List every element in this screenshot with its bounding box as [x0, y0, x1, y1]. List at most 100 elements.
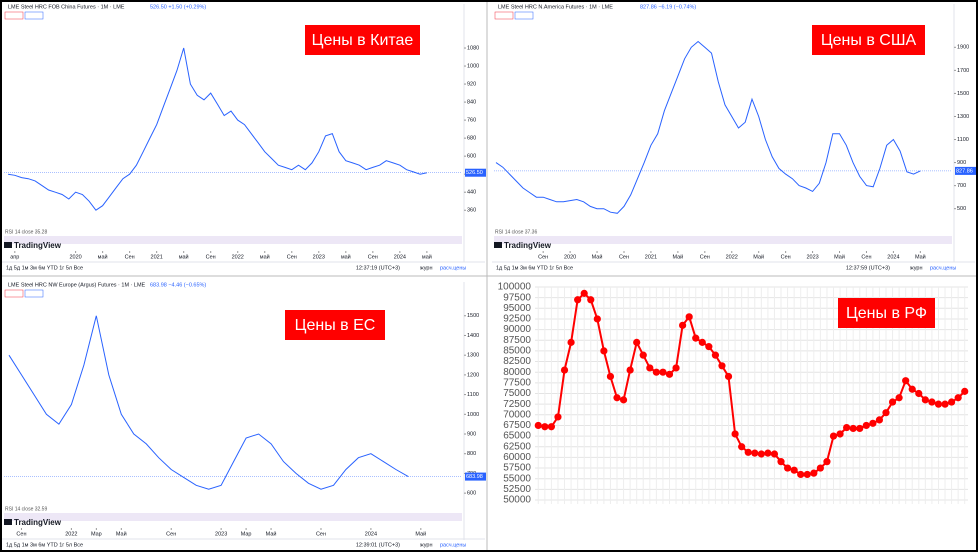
- point: [862, 421, 870, 430]
- point: [797, 470, 805, 479]
- point: [692, 334, 700, 342]
- x-tick-label: 2023: [215, 531, 227, 537]
- point: [652, 368, 660, 376]
- y-tick-label: 900: [957, 160, 966, 166]
- y-tick-label: 60000: [503, 452, 531, 463]
- point: [823, 458, 831, 466]
- price-line: [495, 40, 921, 214]
- x-tick-label: Сен: [166, 531, 176, 537]
- y-tick-label: 900: [467, 431, 476, 437]
- y-tick-label: 55000: [503, 473, 531, 484]
- point: [882, 409, 890, 417]
- auto-toggle[interactable]: расч.цены: [930, 265, 956, 271]
- price-tag: [465, 472, 486, 481]
- y-tick-label: 800: [467, 451, 476, 457]
- y-tick-label: 600: [467, 154, 476, 160]
- y-tick-label: 1300: [957, 114, 969, 120]
- point: [744, 448, 752, 456]
- point: [554, 413, 562, 421]
- price-line: [8, 315, 409, 490]
- annotation: Цены в США: [821, 32, 917, 49]
- range-buttons[interactable]: 1д 5д 1м 3м 6м YTD 1г 5л Все: [6, 265, 83, 271]
- clock: 12:37:59 (UTC+3): [846, 265, 890, 271]
- x-tick-label: 2024: [394, 254, 406, 260]
- point: [947, 398, 956, 406]
- point: [777, 458, 785, 466]
- log-toggle[interactable]: журн: [420, 542, 433, 548]
- point: [567, 338, 575, 346]
- range-buttons[interactable]: 1д 5д 1м 3м 6м YTD 1г 5л Все: [496, 265, 573, 271]
- point: [764, 449, 772, 457]
- brand-logo: [4, 242, 12, 248]
- point: [665, 370, 674, 378]
- y-tick-label: 700: [957, 183, 966, 189]
- x-tick-label: Сен: [287, 254, 297, 260]
- point: [908, 385, 916, 393]
- rsi-band: [494, 236, 952, 244]
- annotation: Цены в Китае: [312, 32, 414, 49]
- point: [856, 424, 864, 433]
- x-tick-label: Май: [915, 253, 926, 260]
- x-tick-label: Май: [753, 253, 764, 260]
- point: [895, 394, 903, 402]
- point: [587, 296, 595, 304]
- y-tick-label: 50000: [503, 495, 531, 506]
- point: [869, 419, 877, 427]
- x-tick-label: май: [422, 253, 432, 260]
- x-tick-label: Май: [266, 530, 277, 537]
- annotation-box: [285, 310, 385, 340]
- range-buttons[interactable]: 1д 5д 1м 3м 6м YTD 1г 5л Все: [6, 542, 83, 548]
- price-box: [24, 289, 44, 298]
- x-tick-label: Сен: [206, 254, 216, 260]
- x-tick-label: 2020: [564, 254, 576, 260]
- point: [685, 313, 693, 321]
- point: [941, 400, 949, 408]
- annotation: Цены в РФ: [846, 305, 927, 322]
- log-toggle[interactable]: журн: [420, 265, 433, 271]
- y-tick-label: 65000: [503, 431, 531, 442]
- y-tick-label: 1000: [467, 63, 479, 69]
- x-tick-label: 2024: [887, 254, 899, 260]
- x-tick-label: Сен: [368, 254, 378, 260]
- brand: TradingView: [14, 241, 62, 250]
- y-tick-label: 100000: [498, 282, 532, 293]
- y-tick-label: 62500: [503, 441, 531, 452]
- x-tick-label: Май: [834, 253, 845, 260]
- y-tick-label: 1500: [957, 91, 969, 97]
- x-tick-label: Сен: [619, 254, 629, 260]
- point: [547, 423, 556, 431]
- point: [803, 470, 811, 479]
- price-box: [4, 289, 24, 298]
- point: [915, 389, 923, 398]
- point: [619, 396, 628, 404]
- point: [810, 469, 818, 477]
- rsi-band: [4, 236, 462, 244]
- clock: 12:39:01 (UTC+3): [356, 542, 400, 548]
- x-tick-label: Май: [672, 253, 683, 260]
- point: [790, 466, 798, 474]
- point: [757, 450, 765, 458]
- rsi-label: RSI 14 close 37.36: [495, 229, 537, 235]
- price-tag-label: 526.50: [466, 170, 483, 176]
- point: [718, 362, 726, 370]
- x-tick-label: Сен: [16, 531, 26, 537]
- point: [888, 398, 897, 406]
- x-tick-label: 2023: [806, 254, 818, 260]
- auto-toggle[interactable]: расч.цены: [440, 542, 466, 548]
- y-tick-label: 85000: [503, 346, 531, 357]
- y-tick-label: 97500: [503, 292, 531, 303]
- price-tag-label: 683.98: [466, 474, 483, 480]
- auto-toggle[interactable]: расч.цены: [440, 265, 466, 271]
- price-box: [24, 11, 44, 20]
- point: [928, 398, 936, 406]
- y-tick-label: 70000: [503, 409, 531, 420]
- y-tick-label: 95000: [503, 303, 531, 314]
- y-tick-label: 920: [467, 82, 476, 88]
- x-tick-label: 2022: [726, 254, 738, 260]
- log-toggle[interactable]: журн: [910, 265, 923, 271]
- y-tick-label: 500: [957, 206, 966, 212]
- point: [705, 343, 713, 351]
- x-tick-label: 2024: [365, 531, 377, 537]
- price-line: 683.98 −4.46 (−0.65%): [150, 282, 206, 288]
- point: [829, 432, 838, 440]
